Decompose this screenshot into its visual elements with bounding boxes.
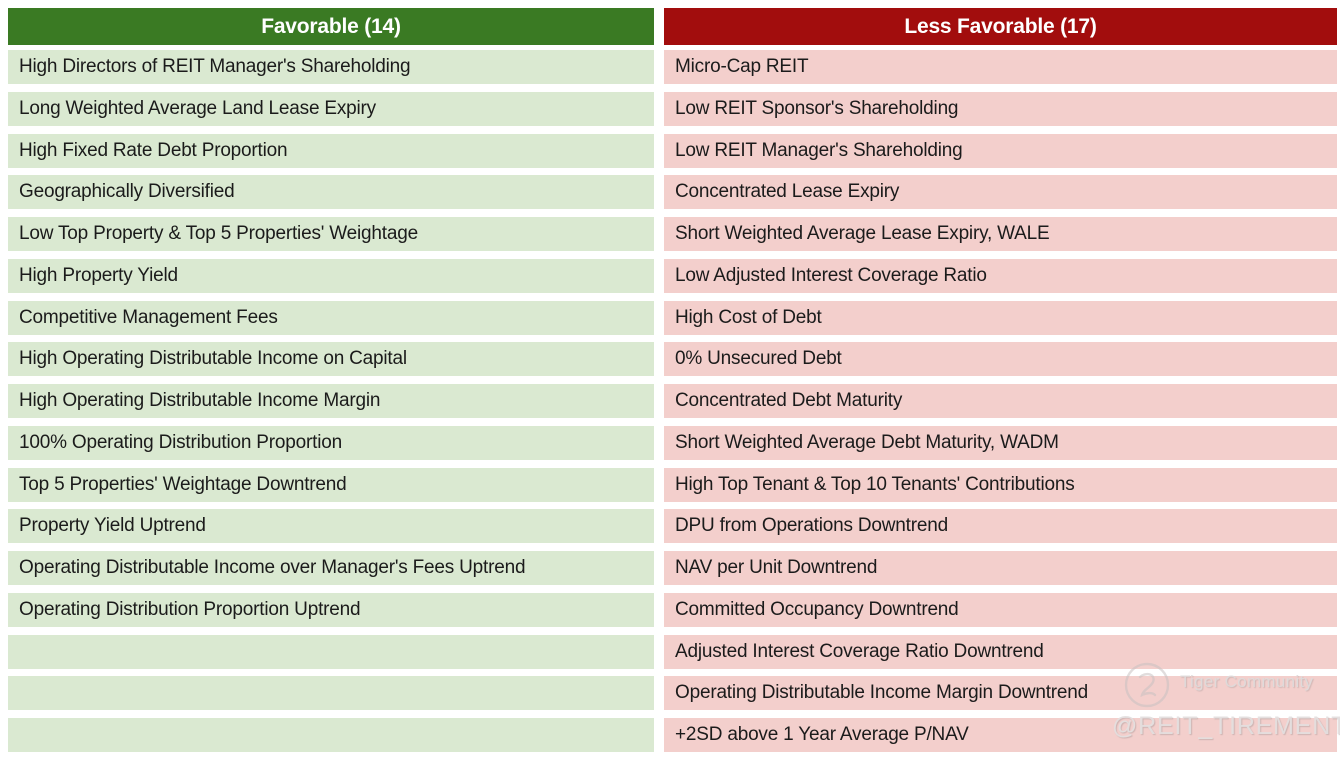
table-row: DPU from Operations Downtrend (664, 509, 1337, 544)
table-row: +2SD above 1 Year Average P/NAV (664, 718, 1337, 752)
favorable-rows: High Directors of REIT Manager's Shareho… (8, 50, 654, 752)
table-row: Short Weighted Average Lease Expiry, WAL… (664, 217, 1337, 251)
table-row: 100% Operating Distribution Proportion (8, 425, 654, 460)
table-row: Property Yield Uptrend (8, 509, 654, 544)
table-row: High Cost of Debt (664, 300, 1337, 335)
table-row: Operating Distribution Proportion Uptren… (8, 592, 654, 627)
table-row: Geographically Diversified (8, 175, 654, 210)
less-favorable-header: Less Favorable (17) (664, 8, 1337, 45)
table-row: High Directors of REIT Manager's Shareho… (8, 50, 654, 84)
table-row: High Operating Distributable Income on C… (8, 342, 654, 377)
table-row: Adjusted Interest Coverage Ratio Downtre… (664, 634, 1337, 669)
column-less-favorable: Less Favorable (17) Micro-Cap REIT Low RE… (664, 8, 1337, 752)
table-row: High Fixed Rate Debt Proportion (8, 133, 654, 168)
table-row: Committed Occupancy Downtrend (664, 592, 1337, 627)
table-row: 0% Unsecured Debt (664, 342, 1337, 377)
table-row: Operating Distributable Income Margin Do… (664, 676, 1337, 711)
table-row: Top 5 Properties' Weightage Downtrend (8, 467, 654, 502)
table-row: Operating Distributable Income over Mana… (8, 551, 654, 585)
table-row: Short Weighted Average Debt Maturity, WA… (664, 425, 1337, 460)
column-favorable: Favorable (14) High Directors of REIT Ma… (8, 8, 654, 752)
table-row: High Property Yield (8, 258, 654, 293)
table-row: NAV per Unit Downtrend (664, 551, 1337, 585)
table-row: Low Adjusted Interest Coverage Ratio (664, 258, 1337, 293)
table-row: Competitive Management Fees (8, 300, 654, 335)
table-row: High Operating Distributable Income Marg… (8, 384, 654, 418)
table-row: Long Weighted Average Land Lease Expiry (8, 91, 654, 126)
table-row: Low REIT Sponsor's Shareholding (664, 91, 1337, 126)
table-row (8, 676, 654, 711)
comparison-table: Favorable (14) High Directors of REIT Ma… (8, 8, 1337, 752)
table-row: Low Top Property & Top 5 Properties' Wei… (8, 217, 654, 251)
table-row: Concentrated Debt Maturity (664, 384, 1337, 418)
table-row: Concentrated Lease Expiry (664, 175, 1337, 210)
table-row: High Top Tenant & Top 10 Tenants' Contri… (664, 467, 1337, 502)
favorable-header: Favorable (14) (8, 8, 654, 45)
less-favorable-rows: Micro-Cap REIT Low REIT Sponsor's Shareho… (664, 50, 1337, 752)
table-row (8, 718, 654, 752)
table-row: Low REIT Manager's Shareholding (664, 133, 1337, 168)
table-row: Micro-Cap REIT (664, 50, 1337, 84)
table-row (8, 634, 654, 669)
